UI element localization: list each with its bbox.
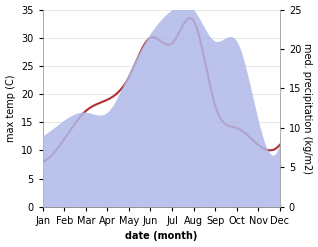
X-axis label: date (month): date (month) [125,231,197,242]
Y-axis label: max temp (C): max temp (C) [5,74,16,142]
Y-axis label: med. precipitation (kg/m2): med. precipitation (kg/m2) [302,43,313,174]
